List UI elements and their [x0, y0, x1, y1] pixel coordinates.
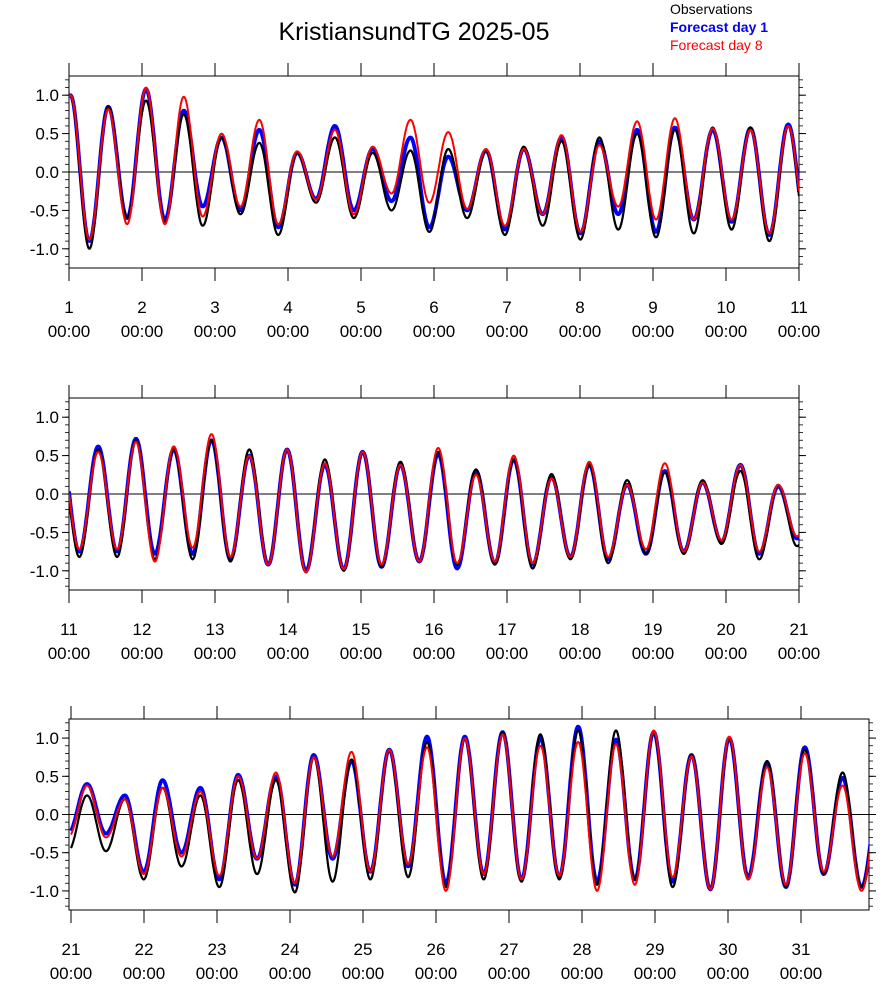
x-tick-day-label: 29 [646, 940, 665, 959]
x-tick-time-label: 00:00 [778, 644, 821, 663]
x-tick-day-label: 11 [60, 620, 78, 639]
x-tick-day-label: 31 [792, 940, 811, 959]
x-tick-time-label: 00:00 [705, 322, 748, 341]
x-tick-day-label: 24 [281, 940, 300, 959]
x-tick-time-label: 00:00 [413, 322, 456, 341]
y-tick-label: 0.5 [35, 125, 59, 144]
x-tick-time-label: 00:00 [267, 322, 310, 341]
y-tick-label: 0.0 [35, 806, 59, 825]
x-tick-time-label: 00:00 [707, 964, 750, 983]
x-tick-day-label: 21 [790, 620, 809, 639]
x-tick-day-label: 15 [352, 620, 371, 639]
x-tick-time-label: 00:00 [196, 964, 239, 983]
forecast-day-8-line [69, 433, 799, 574]
x-tick-time-label: 00:00 [121, 322, 164, 341]
x-tick-time-label: 00:00 [194, 644, 237, 663]
x-tick-time-label: 00:00 [632, 644, 675, 663]
chart-title: KristiansundTG 2025-05 [279, 18, 550, 46]
x-tick-day-label: 16 [425, 620, 444, 639]
x-tick-day-label: 2 [137, 298, 146, 317]
x-tick-time-label: 00:00 [561, 964, 604, 983]
y-tick-label: -1.0 [30, 562, 59, 581]
x-tick-day-label: 12 [133, 620, 152, 639]
x-tick-time-label: 00:00 [559, 322, 602, 341]
x-tick-day-label: 20 [717, 620, 736, 639]
y-tick-label: -0.5 [30, 844, 59, 863]
x-tick-time-label: 00:00 [780, 964, 823, 983]
x-tick-day-label: 7 [502, 298, 511, 317]
x-tick-day-label: 8 [575, 298, 584, 317]
panel-2: 1.0 0.5 0.0 -0.5 -1.0 11 00:00 12 00:00 13 00:00 14… [30, 385, 821, 663]
x-tick-time-label: 00:00 [634, 964, 677, 983]
y-tick-label: 0.0 [35, 485, 59, 504]
x-tick-time-label: 00:00 [121, 644, 164, 663]
x-tick-day-label: 14 [279, 620, 298, 639]
y-tick-label: 1.0 [35, 729, 59, 748]
x-tick-time-label: 00:00 [486, 322, 529, 341]
x-tick-time-label: 00:00 [194, 322, 237, 341]
forecast-day-8-line [70, 729, 869, 892]
x-tick-time-label: 00:00 [48, 322, 91, 341]
x-tick-day-label: 21 [62, 940, 81, 959]
panel-3: 1.0 0.5 0.0 -0.5 -1.0 21 00:00 22 00:00 23 00:00 24… [30, 706, 876, 983]
x-tick-day-label: 23 [208, 940, 227, 959]
x-tick-time-label: 00:00 [486, 644, 529, 663]
y-tick-label: -0.5 [30, 201, 59, 220]
x-tick-time-label: 00:00 [778, 322, 821, 341]
x-tick-time-label: 00:00 [488, 964, 531, 983]
legend-observations: Observations [670, 1, 752, 17]
observations-line [69, 94, 799, 250]
x-tick-time-label: 00:00 [50, 964, 93, 983]
x-tick-time-label: 00:00 [632, 322, 675, 341]
y-tick-label: -1.0 [30, 240, 59, 259]
x-tick-day-label: 10 [717, 298, 736, 317]
x-tick-day-label: 11 [790, 298, 808, 317]
x-tick-day-label: 6 [429, 298, 438, 317]
y-tick-label: 1.0 [35, 86, 59, 105]
y-tick-label: -0.5 [30, 523, 59, 542]
x-tick-time-label: 00:00 [48, 644, 91, 663]
x-tick-time-label: 00:00 [415, 964, 458, 983]
y-tick-label: -1.0 [30, 882, 59, 901]
x-tick-time-label: 00:00 [705, 644, 748, 663]
y-tick-label: 0.0 [35, 163, 59, 182]
x-tick-day-label: 30 [719, 940, 738, 959]
forecast-day-8-line [69, 86, 799, 241]
x-tick-time-label: 00:00 [269, 964, 312, 983]
x-tick-day-label: 4 [283, 298, 292, 317]
x-tick-day-label: 27 [500, 940, 519, 959]
x-tick-time-label: 00:00 [340, 322, 383, 341]
x-tick-time-label: 00:00 [267, 644, 310, 663]
x-tick-time-label: 00:00 [342, 964, 385, 983]
x-tick-day-label: 28 [573, 940, 592, 959]
x-tick-time-label: 00:00 [559, 644, 602, 663]
x-tick-day-label: 17 [498, 620, 517, 639]
x-tick-day-label: 13 [206, 620, 225, 639]
legend-forecast-day-8: Forecast day 8 [670, 37, 763, 53]
x-tick-day-label: 9 [648, 298, 657, 317]
x-tick-time-label: 00:00 [413, 644, 456, 663]
x-tick-day-label: 25 [354, 940, 373, 959]
x-tick-time-label: 00:00 [123, 964, 166, 983]
y-tick-label: 0.5 [35, 447, 59, 466]
legend-forecast-day-1: Forecast day 1 [670, 19, 768, 35]
x-tick-day-label: 22 [135, 940, 154, 959]
x-tick-day-label: 5 [356, 298, 365, 317]
y-tick-label: 0.5 [35, 767, 59, 786]
x-tick-day-label: 19 [644, 620, 663, 639]
x-tick-day-label: 1 [64, 298, 73, 317]
panel-1: 1.0 0.5 0.0 -0.5 -1.0 1 00:00 2 00:00 3 00:00 4 00:0… [30, 63, 821, 341]
y-tick-label: 1.0 [35, 408, 59, 427]
forecast-day-1-line [69, 724, 869, 892]
x-tick-day-label: 26 [427, 940, 446, 959]
x-tick-day-label: 3 [210, 298, 219, 317]
x-tick-time-label: 00:00 [340, 644, 383, 663]
x-tick-day-label: 18 [571, 620, 590, 639]
